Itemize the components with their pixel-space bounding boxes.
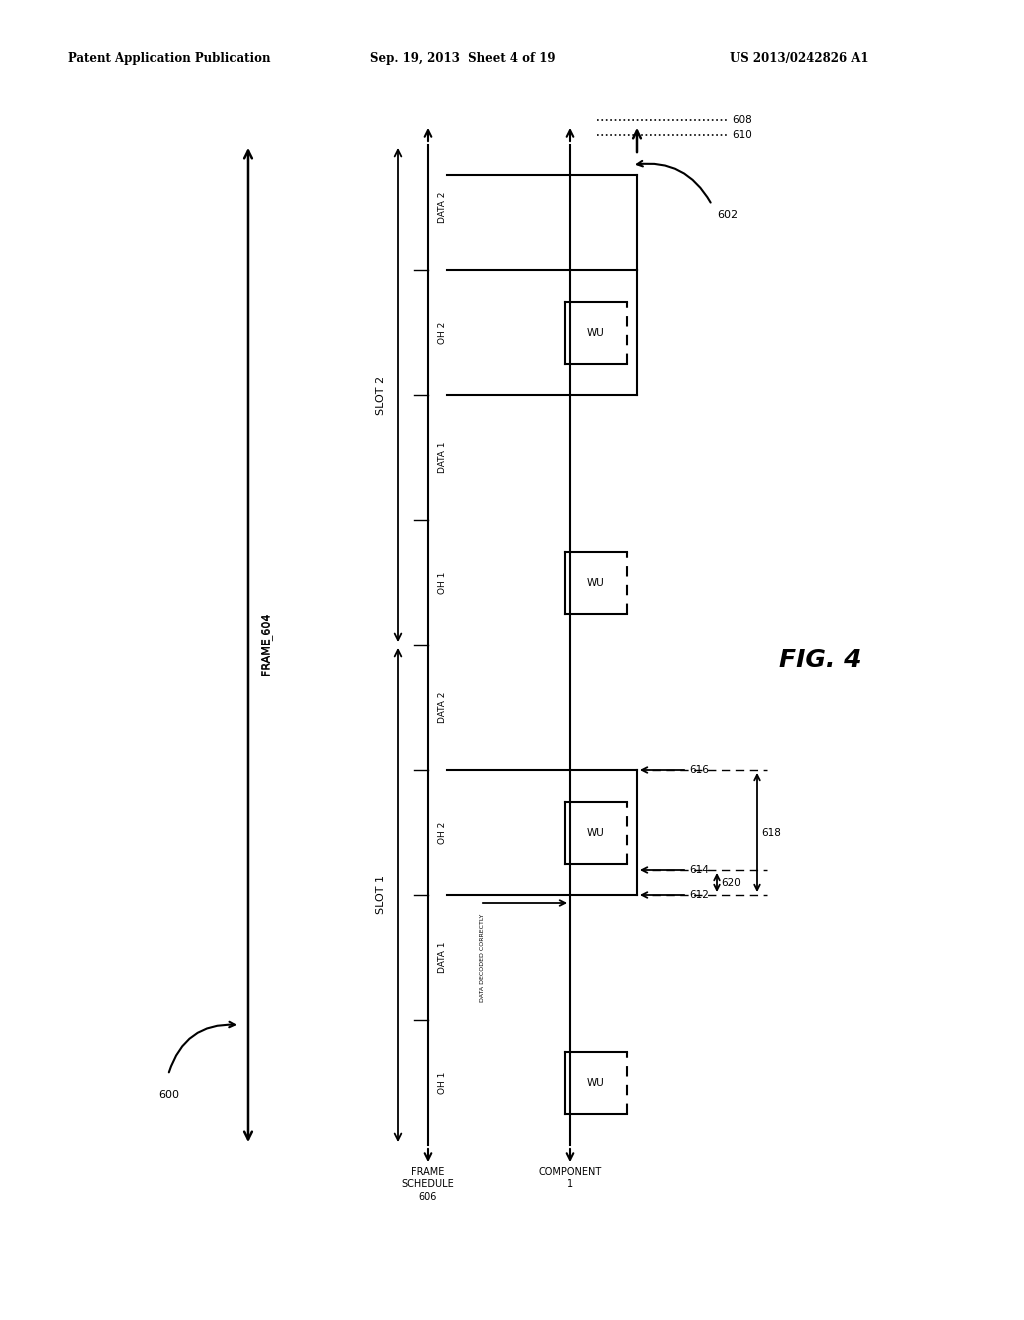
Text: 602: 602 (717, 210, 738, 220)
Text: FIG. 4: FIG. 4 (778, 648, 861, 672)
Text: Sep. 19, 2013  Sheet 4 of 19: Sep. 19, 2013 Sheet 4 of 19 (370, 51, 555, 65)
Text: 618: 618 (761, 828, 781, 837)
Text: WU: WU (587, 1077, 605, 1088)
Text: 612: 612 (689, 890, 709, 900)
Text: OH 1: OH 1 (438, 572, 447, 594)
Text: FRAME 604: FRAME 604 (262, 614, 272, 676)
Text: SLOT 2: SLOT 2 (376, 375, 386, 414)
Text: OH 1: OH 1 (438, 1072, 447, 1094)
Text: 620: 620 (721, 878, 740, 887)
Text: DATA 2: DATA 2 (438, 191, 447, 223)
Text: 614: 614 (689, 865, 709, 875)
Text: WU: WU (587, 327, 605, 338)
Text: COMPONENT
1: COMPONENT 1 (539, 1167, 602, 1189)
Text: WU: WU (587, 578, 605, 587)
Text: DATA DECODED CORRECTLY: DATA DECODED CORRECTLY (480, 913, 485, 1002)
Text: SLOT 1: SLOT 1 (376, 875, 386, 915)
Text: 610: 610 (732, 129, 752, 140)
Text: 608: 608 (732, 115, 752, 125)
Text: DATA 1: DATA 1 (438, 442, 447, 474)
Text: US 2013/0242826 A1: US 2013/0242826 A1 (730, 51, 868, 65)
Text: 616: 616 (689, 766, 709, 775)
Text: OH 2: OH 2 (438, 821, 447, 843)
Text: DATA 2: DATA 2 (438, 692, 447, 723)
Text: FRAME ̲604: FRAME ̲604 (262, 614, 273, 676)
Text: OH 2: OH 2 (438, 321, 447, 343)
Text: WU: WU (587, 828, 605, 837)
Text: 600: 600 (158, 1090, 179, 1100)
Text: Patent Application Publication: Patent Application Publication (68, 51, 270, 65)
Text: DATA 1: DATA 1 (438, 941, 447, 973)
Text: FRAME
SCHEDULE
606: FRAME SCHEDULE 606 (401, 1167, 455, 1201)
